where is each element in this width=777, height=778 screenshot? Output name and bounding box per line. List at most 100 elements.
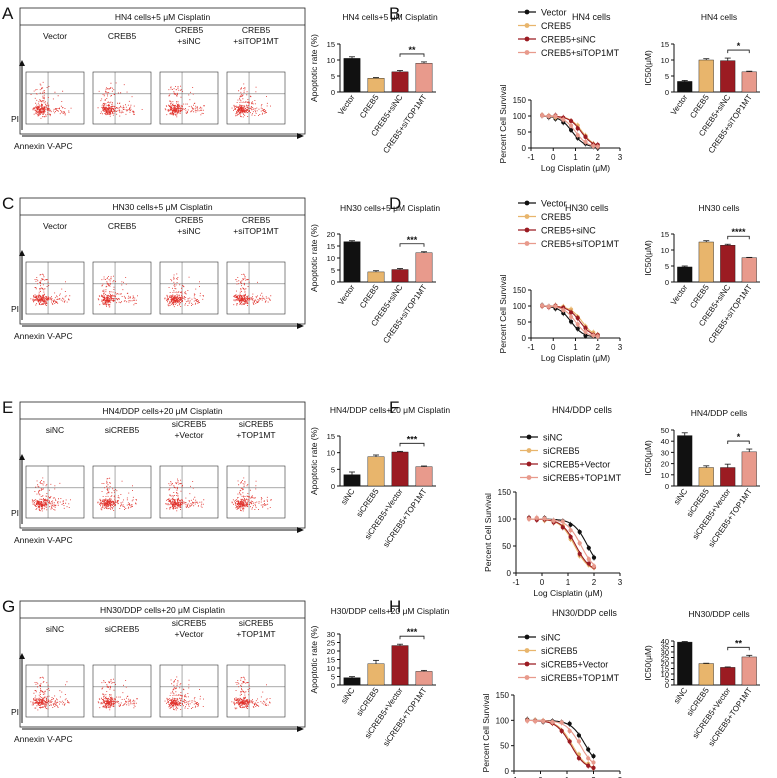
flow-scatter-points [165, 478, 205, 512]
legend-marker [524, 200, 530, 206]
flow-plot-box [25, 664, 85, 718]
x-tick-label: -1 [527, 343, 535, 352]
y-tick-label: 5 [665, 676, 669, 685]
y-tick-label: 15 [661, 230, 669, 239]
bar-0 [343, 58, 361, 93]
flow-title: HN4 cells+5 μM Cisplatin [115, 12, 211, 22]
flow-sample-label: +siNC [177, 36, 200, 46]
y-tick-label: 0 [507, 569, 512, 578]
flow-sample-label: Vector [43, 221, 67, 231]
bar-chart-b: HN4 cells051015IC50(μM)VectorCREB5CREB5+… [643, 12, 760, 155]
significance-bracket [399, 53, 425, 57]
legend-label: CREB5+siTOP1MT [541, 239, 620, 249]
significance-label: **** [731, 227, 746, 237]
bar-chart-title: H30/DDP cells+20 μM Cisplatin [331, 606, 450, 616]
flow-sample-label: siNC [46, 425, 64, 435]
y-axis-label: Apoptotic rate (%) [309, 427, 319, 495]
bar-chart-c: HN30 cells+5 μM Cisplatin 0 5 10 15 20 Apoptot… [309, 203, 440, 345]
y-axis-label: Percent Cell Survival [498, 274, 508, 353]
legend-marker [524, 648, 530, 653]
bar-0 [343, 241, 361, 283]
bar-chart-title: HN4/DDP cells+20 μM Cisplatin [330, 405, 451, 415]
y-tick-label: 0 [331, 88, 335, 97]
flow-scatter-points [30, 676, 70, 711]
flow-sample-label: +TOP1MT [236, 629, 275, 639]
y-tick-label: 0 [331, 482, 335, 491]
x-tick-label: siNC [339, 487, 356, 507]
y-tick-label: 0 [505, 767, 510, 776]
flow-sample-label: CREB5 [242, 25, 271, 35]
x-tick-label: 3 [618, 153, 623, 162]
y-tick-label: 10 [327, 254, 335, 263]
x-tick-label: 2 [591, 776, 596, 778]
x-tick-label: -1 [510, 776, 518, 778]
flow-y-arrowhead [19, 250, 25, 256]
legend-marker [524, 36, 530, 42]
bar-0 [343, 474, 361, 487]
x-tick-label: Vector [669, 93, 690, 117]
significance-label: *** [407, 434, 418, 444]
legend-marker [524, 661, 530, 667]
flow-sample-label: +TOP1MT [236, 430, 275, 440]
x-tick-label: CREB5+siTOP1MT [381, 283, 428, 345]
y-tick-label: 30 [661, 448, 669, 457]
flow-scatter-points [97, 82, 143, 117]
y-tick-label: 5 [331, 673, 335, 682]
legend-label: siNC [541, 633, 561, 643]
flow-plot-box [92, 664, 152, 718]
bar-3 [415, 671, 433, 686]
y-tick-label: 50 [502, 542, 511, 551]
y-tick-label: 100 [513, 112, 527, 121]
y-tick-label: 150 [513, 286, 527, 295]
flow-sample-label: siCREB5 [239, 419, 274, 429]
y-tick-label: 15 [661, 665, 669, 674]
y-tick-label: 50 [500, 742, 509, 751]
x-tick-label: 3 [618, 776, 623, 778]
x-tick-label: 0 [551, 343, 556, 352]
bar-0 [677, 435, 693, 487]
x-tick-label: Vector [336, 93, 357, 117]
flow-x-label: Annexin V-APC [14, 734, 73, 744]
line-chart-title: HN30 cells [565, 203, 609, 213]
flow-plot-box [159, 71, 219, 125]
y-tick-label: 10 [327, 449, 335, 458]
y-tick-label: 5 [331, 72, 335, 81]
flow-sample-label: +siNC [177, 226, 200, 236]
flow-panel-a: HN4 cells+5 μM Cisplatin Vector CREB5 CREB5… [11, 7, 306, 151]
flow-plot-box [25, 71, 85, 125]
bar-3 [415, 466, 433, 487]
x-tick-label: 1 [565, 776, 570, 778]
x-tick-label: CREB5 [688, 93, 711, 120]
x-tick-label: 2 [596, 153, 601, 162]
flow-sample-label: CREB5 [175, 25, 204, 35]
y-tick-label: 150 [496, 691, 510, 700]
x-tick-label: 0 [538, 776, 543, 778]
y-tick-label: 5 [665, 72, 669, 81]
x-tick-label: CREB5+siTOP1MT [381, 93, 428, 155]
bar-3 [741, 451, 757, 487]
x-tick-label: 0 [551, 153, 556, 162]
legend-label: siCREB5 [543, 446, 580, 456]
y-tick-label: 30 [327, 630, 335, 639]
y-axis-label: IC50(μM) [643, 645, 653, 681]
x-axis-label: Log Cisplatin (μM) [541, 163, 610, 173]
x-axis-label: Log Cisplatin (μM) [541, 353, 610, 363]
flow-sample-label: Vector [43, 31, 67, 41]
y-tick-label: 20 [661, 659, 669, 668]
flow-frame [19, 7, 306, 135]
flow-x-arrowhead [297, 133, 304, 139]
bar-chart-title: HN30 cells [698, 203, 739, 213]
legend-label: CREB5 [541, 21, 571, 31]
x-tick-label: -1 [512, 578, 520, 587]
x-tick-label: 1 [573, 343, 578, 352]
x-tick-label: siNC [672, 487, 689, 507]
legend-label: siCREB5+TOP1MT [543, 473, 622, 483]
y-tick-label: 50 [661, 426, 669, 435]
flow-panel-e: HN4/DDP cells+20 μM Cisplatin siNC siCREB5… [11, 401, 306, 545]
y-axis-label: Apoptotic rate (%) [309, 224, 319, 292]
legend-marker [524, 675, 530, 680]
